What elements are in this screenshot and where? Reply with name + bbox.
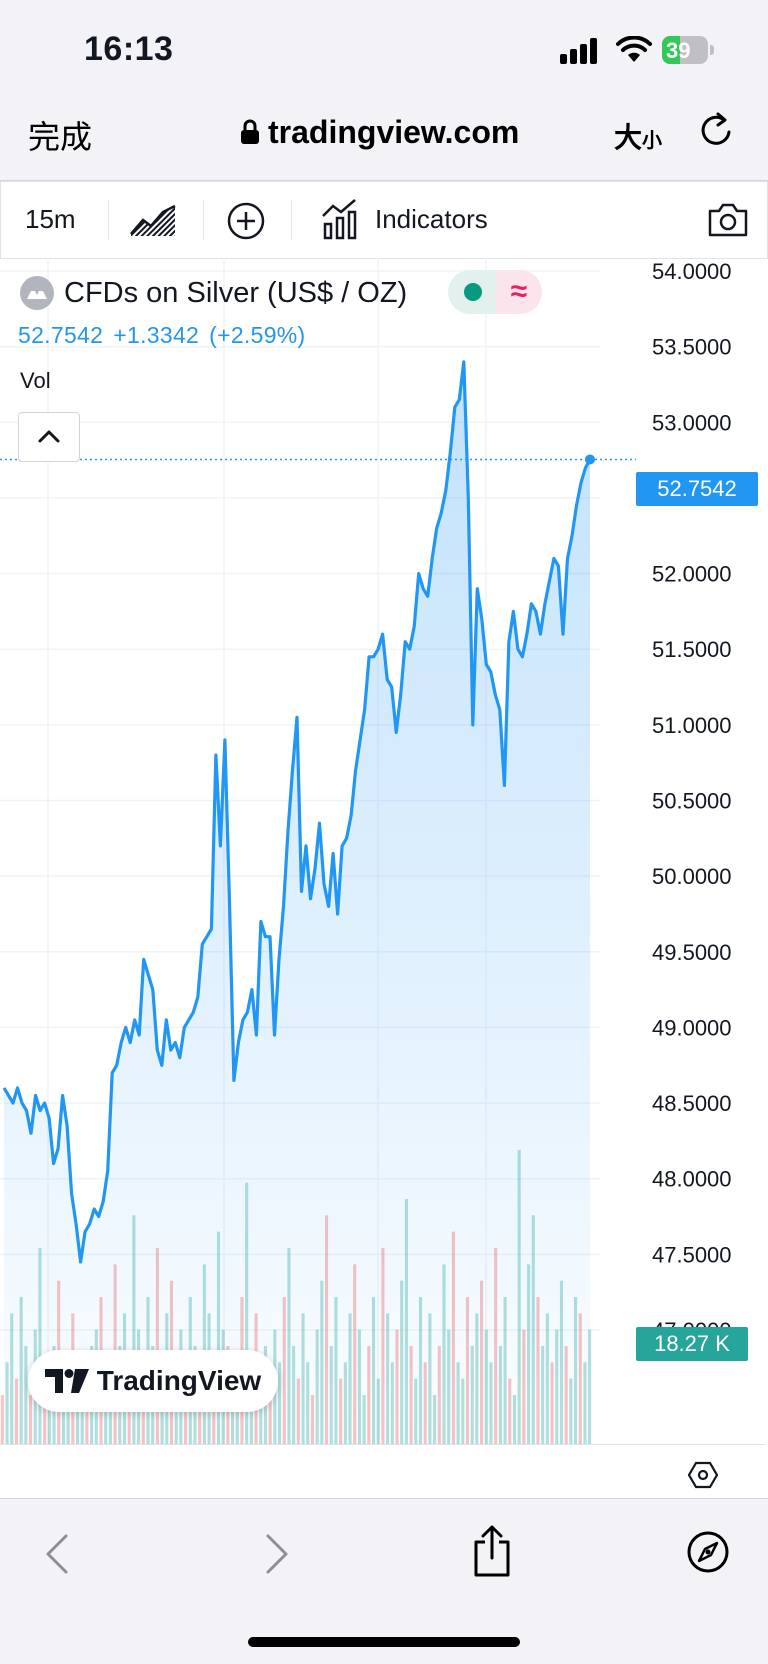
share-icon[interactable] [472, 1524, 512, 1578]
url-text: tradingview.com [268, 113, 520, 150]
price-tick-label: 50.0000 [652, 864, 732, 889]
lock-icon [241, 119, 259, 144]
battery-fill [662, 36, 680, 64]
price-area [4, 361, 590, 1444]
legend-values: 52.7542 +1.3342 (+2.59%) [18, 322, 316, 349]
last-price-label: 52.7542 [636, 472, 758, 506]
volume-bar [0, 1395, 4, 1444]
collapse-legend-button[interactable] [18, 412, 80, 462]
price-tick-label: 49.5000 [652, 940, 732, 965]
price-tick-label: 49.0000 [652, 1015, 732, 1040]
plus-circle-icon[interactable] [226, 201, 266, 241]
settings-hexagon-icon[interactable] [688, 1460, 718, 1490]
chart-toolbar: 15m Indicators [0, 181, 768, 259]
symbol-title: CFDs on Silver (US$ / OZ) [64, 276, 408, 309]
home-indicator[interactable] [248, 1637, 520, 1647]
price-change: +1.3342 [113, 322, 200, 348]
status-time: 16:13 [84, 30, 174, 68]
done-button[interactable]: 完成 [28, 119, 93, 155]
text-size-button[interactable]: 大小 [614, 116, 662, 156]
browser-address-bar: 完成 tradingview.com 大小 [0, 96, 768, 181]
browser-bottom-bar [0, 1498, 768, 1664]
compass-icon[interactable] [686, 1530, 730, 1574]
cellular-signal-icon [560, 38, 597, 64]
price-tick-label: 51.0000 [652, 713, 732, 738]
last-price-dot [585, 454, 595, 465]
tradingview-logo-icon [44, 1369, 89, 1393]
url-field[interactable]: tradingview.com [240, 110, 519, 154]
toolbar-divider [291, 200, 292, 240]
wifi-icon [616, 36, 652, 62]
text-size-small: 小 [642, 130, 663, 152]
indicators-icon[interactable] [321, 198, 359, 240]
price-tick-label: 51.5000 [652, 637, 732, 662]
interval-button[interactable]: 15m [25, 204, 76, 234]
volume-legend[interactable]: Vol [20, 368, 51, 393]
price-tick-label: 48.5000 [652, 1091, 732, 1116]
back-chevron-icon[interactable] [44, 1533, 70, 1575]
market-open-icon [464, 283, 482, 301]
watermark-text: TradingView [96, 1365, 262, 1396]
toolbar-divider [108, 200, 109, 240]
delayed-data-icon: ≈ [496, 270, 542, 314]
reload-icon[interactable] [698, 110, 734, 150]
price-tick-label: 53.0000 [652, 410, 732, 435]
tradingview-watermark[interactable]: TradingView [28, 1350, 278, 1412]
price-change-percent: (+2.59%) [209, 322, 306, 348]
battery-icon: 39 [662, 36, 714, 64]
battery-percent: 39 [666, 38, 691, 63]
symbol-logo-icon [20, 276, 54, 310]
last-price: 52.7542 [18, 322, 104, 348]
price-tick-label: 48.0000 [652, 1167, 732, 1192]
price-chart[interactable]: 47.000047.500048.000048.500049.000049.50… [0, 258, 768, 1444]
camera-icon[interactable] [707, 202, 749, 238]
area-chart-icon[interactable] [129, 202, 177, 238]
text-size-big: 大 [614, 122, 643, 153]
price-tick-label: 53.5000 [652, 335, 732, 360]
last-volume-label: 18.27 K [636, 1327, 748, 1361]
status-bar: 16:13 39 [0, 0, 768, 96]
price-tick-label: 47.5000 [652, 1242, 732, 1267]
toolbar-divider [203, 200, 204, 240]
market-status-pill[interactable]: ≈ [448, 270, 542, 314]
price-tick-label: 54.0000 [652, 259, 732, 284]
chevron-up-icon [38, 430, 60, 443]
forward-chevron-icon[interactable] [264, 1533, 290, 1575]
time-axis[interactable] [0, 1444, 766, 1499]
price-line [2, 360, 592, 1264]
symbol-legend[interactable]: CFDs on Silver (US$ / OZ) [20, 276, 407, 310]
price-tick-label: 50.5000 [652, 789, 732, 814]
price-tick-label: 52.0000 [652, 562, 732, 587]
indicators-button[interactable]: Indicators [375, 204, 488, 234]
